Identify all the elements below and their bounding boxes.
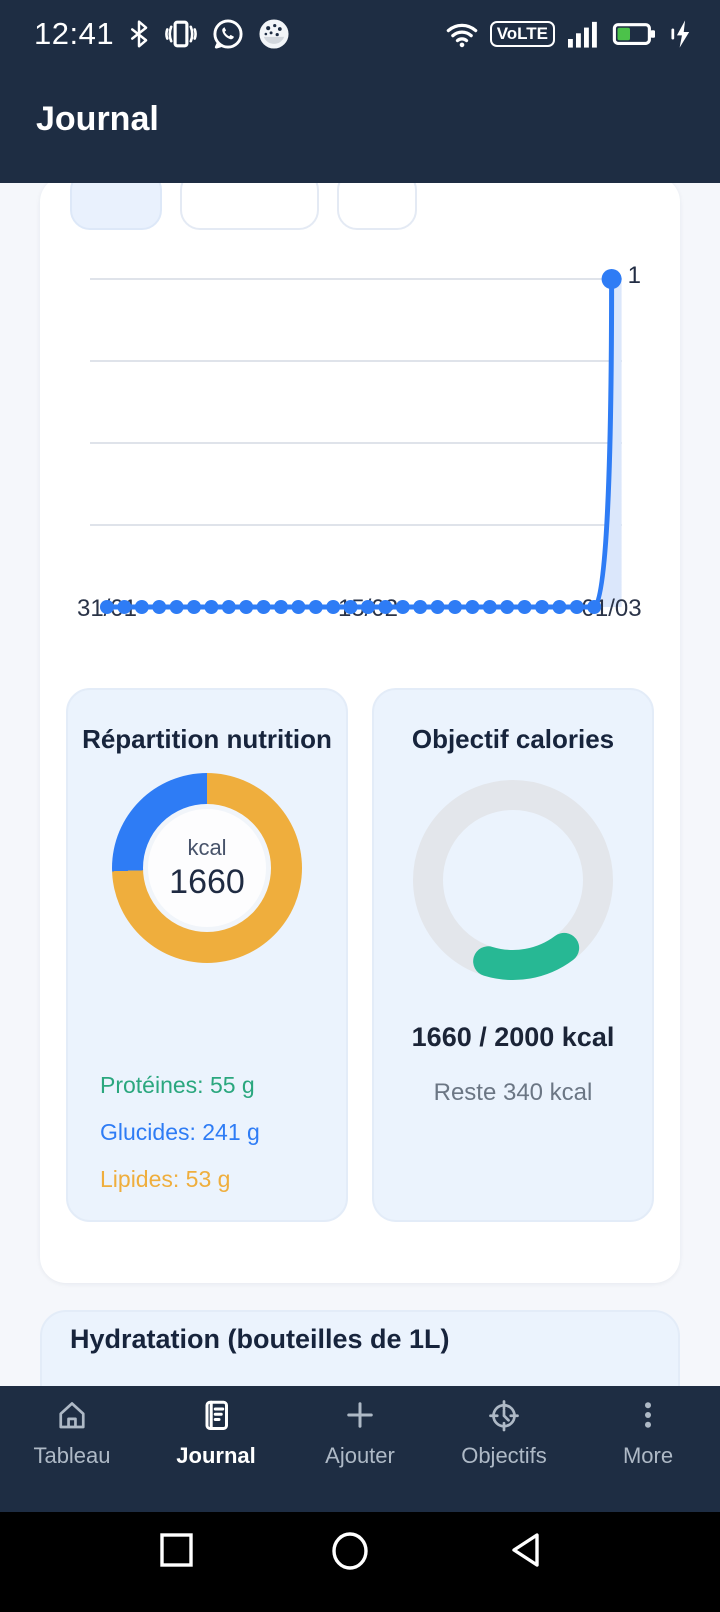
calorie-progress-ring bbox=[408, 775, 618, 990]
nutrition-donut-chart: kcal 1660 bbox=[112, 773, 302, 963]
legend-lipides: Lipides: 53 g bbox=[100, 1166, 231, 1192]
whatsapp-icon bbox=[212, 18, 244, 50]
status-time: 12:41 bbox=[34, 16, 115, 51]
calorie-goal-card: Objectif calories 1660 / 2000 kcal Reste… bbox=[372, 688, 654, 1222]
journal-line-chart[interactable]: 31/0115/0201/031 bbox=[50, 243, 670, 643]
battery-icon bbox=[611, 19, 659, 49]
nav-label: Objectifs bbox=[461, 1443, 547, 1468]
legend-glucides: Glucides: 241 g bbox=[100, 1119, 260, 1145]
calorie-progress-text: 1660 / 2000 kcal bbox=[411, 1022, 615, 1052]
legend-proteines: Protéines: 55 g bbox=[100, 1072, 255, 1098]
page-title: Journal bbox=[36, 100, 159, 138]
bluetooth-icon bbox=[128, 19, 150, 49]
android-system-bar bbox=[0, 1512, 720, 1612]
nav-label: Journal bbox=[176, 1443, 256, 1468]
nav-label: Tableau bbox=[33, 1443, 111, 1468]
more-vertical-icon bbox=[630, 1397, 666, 1438]
calorie-card-title: Objectif calories bbox=[411, 724, 615, 754]
app-circle-icon bbox=[258, 18, 290, 50]
nav-label: More bbox=[622, 1443, 674, 1468]
charging-icon bbox=[670, 19, 692, 49]
svg-text:1: 1 bbox=[628, 262, 641, 289]
wifi-icon bbox=[445, 19, 479, 49]
nutrition-card-title: Répartition nutrition bbox=[82, 724, 332, 754]
summary-card: 31/0115/0201/031 Répartition nutrition k… bbox=[40, 170, 680, 1283]
volte-badge: VoLTE bbox=[489, 21, 555, 47]
nav-item-tableau[interactable]: Tableau bbox=[0, 1386, 144, 1512]
app-header: 12:41 bbox=[0, 0, 720, 183]
nav-item-more[interactable]: More bbox=[576, 1386, 720, 1512]
nav-item-journal[interactable]: Journal bbox=[144, 1386, 288, 1512]
nutrition-card: Répartition nutrition kcal 1660 Protéine… bbox=[66, 688, 348, 1222]
back-button[interactable] bbox=[509, 1530, 545, 1575]
vibrate-icon bbox=[164, 19, 198, 49]
donut-center-label: kcal bbox=[187, 834, 227, 860]
home-button[interactable] bbox=[330, 1530, 370, 1577]
journal-icon bbox=[198, 1397, 234, 1438]
donut-center-value: 1660 bbox=[169, 862, 245, 901]
hydration-title: Hydratation (bouteilles de 1L) bbox=[70, 1324, 450, 1354]
nav-item-ajouter[interactable]: Ajouter bbox=[288, 1386, 432, 1512]
recents-button[interactable] bbox=[158, 1530, 196, 1575]
status-bar: 12:41 bbox=[0, 0, 720, 52]
nav-item-objectifs[interactable]: Objectifs bbox=[432, 1386, 576, 1512]
target-clock-icon bbox=[486, 1397, 522, 1438]
plus-icon bbox=[342, 1397, 378, 1438]
donut-center: kcal 1660 bbox=[143, 804, 271, 932]
nav-label: Ajouter bbox=[325, 1443, 395, 1468]
signal-strength-icon bbox=[568, 19, 598, 49]
macro-legend: Protéines: 55 g Glucides: 241 g Lipides:… bbox=[100, 1062, 260, 1203]
calorie-remaining-text: Reste 340 kcal bbox=[433, 1079, 593, 1106]
bottom-navigation: Tableau Journal Ajouter bbox=[0, 1386, 720, 1512]
home-icon bbox=[54, 1397, 90, 1438]
